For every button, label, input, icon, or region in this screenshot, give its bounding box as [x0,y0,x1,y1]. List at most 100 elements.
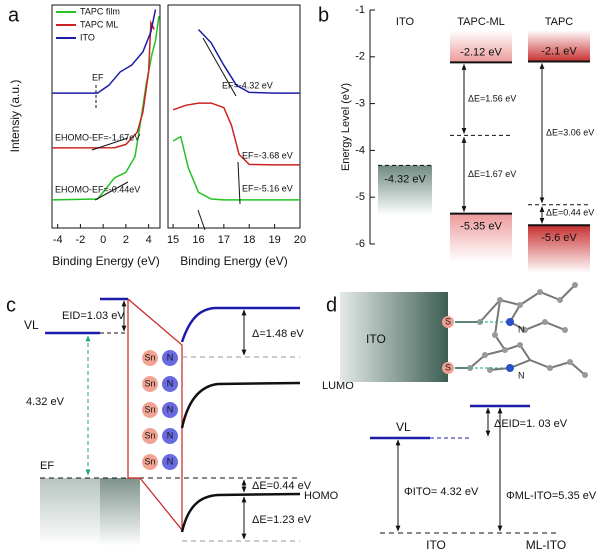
column-name: TAPC-ML [457,16,504,28]
annotation: EF [92,72,104,82]
nitrogen-site [162,350,178,366]
lumo-label: LUMO [322,380,354,392]
interface-region [127,298,183,532]
x-tick-label: 2 [123,234,129,246]
x-tick-label: 16 [192,234,204,246]
x-tick-label: 18 [243,234,255,246]
plot-frame [51,4,161,229]
site-label: Sn [144,378,155,388]
spectrum-curve [172,135,300,201]
panel-d: d ITO S S N N VL ΔEID=1. 03 eV ΦITO= 4.3… [326,282,597,552]
tin-site [142,428,158,444]
nitrogen-site [162,402,178,418]
spectrum-curve [52,9,157,94]
tin-site [142,350,158,366]
vl-label: VL [396,420,411,434]
annotation: EF=-3.68 eV [242,150,293,160]
legend-label: TAPC ML [80,19,118,29]
x-tick-label: -2 [76,234,86,246]
level-label: -2.12 eV [460,46,502,58]
tin-site [142,402,158,418]
tin-site [142,454,158,470]
x-tick-label: 0 [100,234,106,246]
tangent-line [237,161,241,205]
gap-label: ΔE=1.56 eV [468,93,516,103]
x-axis-label: Binding Energy (eV) [52,254,159,268]
x-axis-label: Binding Energy (eV) [180,254,287,268]
ito-block [340,292,448,382]
x-tick-label: -4 [53,234,63,246]
site-label: N [167,430,174,440]
vl-label: VL [24,318,39,332]
ef-label: EF [40,460,54,472]
level-label: -2.1 eV [541,45,577,57]
site-label: Sn [144,352,155,362]
de-ef-label: ΔE=0.44 eV [252,480,312,492]
y-tick-label: -4 [355,144,365,156]
work-function-label: 4.32 eV [26,396,65,408]
legend-label: TAPC film [80,6,120,16]
panel-label: d [326,294,337,316]
annotation: EHOMO-EF=-0.44eV [55,184,140,194]
column-name: ITO [396,16,415,28]
atom-label: S [445,362,451,372]
delta-label: Δ=1.48 eV [252,328,304,340]
y-tick-label: -1 [355,4,365,16]
level-block [528,225,590,274]
site-label: Sn [144,456,155,466]
site-label: Sn [144,404,155,414]
spectrum-curve [51,16,160,201]
lumo-curve [180,381,301,429]
panel-label: b [318,4,329,26]
panel-label: c [6,294,16,316]
level-label: -5.35 eV [460,220,502,232]
annotation: EF=-4.32 eV [222,80,273,90]
nitrogen-atom [506,364,514,372]
x-tick-label: 4 [146,234,152,246]
x-tick-label: 20 [294,234,306,246]
panel-c: c EF VL EID=1.03 eV 4.32 eV Sn N Sn N Sn N Sn N… [6,294,354,546]
tangent-line [202,37,237,97]
homo-curve [180,492,301,533]
sulfur-atom [442,362,454,374]
column-name: TAPC [545,16,574,28]
y-axis-label: Intensiy (a.u.) [8,80,22,153]
site-chain: Sn N Sn N Sn N Sn N Sn N [142,350,178,470]
level-block [450,30,512,63]
spectrum-curve [197,28,300,94]
panel-a: a Intensiy (a.u.) -4 -2 0 2 4 Binding Energy … [8,4,306,268]
bottom-label: ITO [426,538,446,552]
panel-label: a [8,4,20,26]
phi-ml-label: ΦML-ITO=5.35 eV [506,490,597,502]
atom-label: N [518,324,525,334]
bottom-label: ML-ITO [526,538,566,552]
ito-block [100,478,140,546]
level-block [450,213,512,262]
delta-eid-label: ΔEID=1. 03 eV [494,418,568,430]
nitrogen-site [162,428,178,444]
tangent-line [94,181,129,201]
legend-label: ITO [80,32,95,42]
gap-label: ΔE=0.44 eV [546,207,594,217]
x-tick-label: 17 [218,234,230,246]
plot-frame [167,4,301,229]
site-label: N [167,456,174,466]
y-tick-label: -5 [355,191,365,203]
sulfur-atom [442,316,454,328]
nitrogen-atom [506,318,514,326]
tangent-line [91,137,129,151]
site-label: N [167,352,174,362]
y-tick-label: -2 [355,51,365,63]
nitrogen-site [162,376,178,392]
phi-ito-label: ΦITO= 4.32 eV [404,486,479,498]
x-tick-label: 15 [167,234,179,246]
tangent-line [197,209,206,231]
atom-label: S [445,316,451,326]
homo-label: HOMO [304,490,339,502]
atoms [467,282,588,378]
site-label: N [167,378,174,388]
y-tick-label: -3 [355,98,365,110]
annotation: EF=-5.16 eV [242,183,293,193]
site-label: N [167,404,174,414]
ito-block-label: ITO [366,332,386,346]
